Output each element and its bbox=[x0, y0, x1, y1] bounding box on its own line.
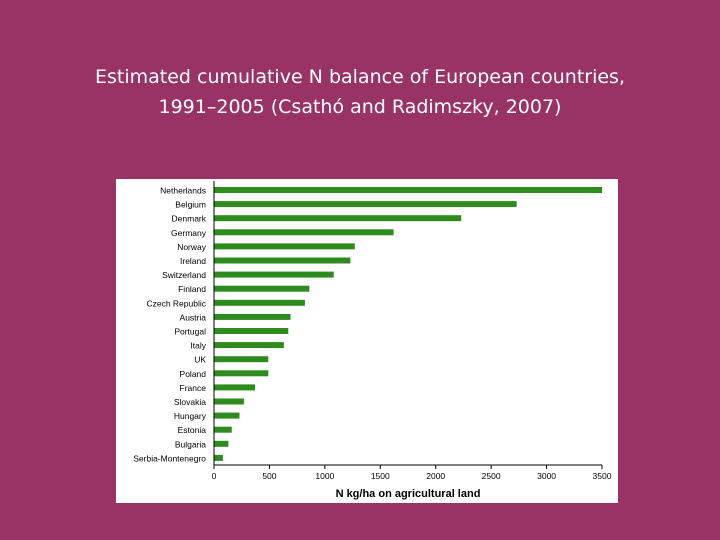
bar bbox=[214, 412, 240, 419]
category-label: Serbia-Montenegro bbox=[133, 453, 206, 463]
category-label: Czech Republic bbox=[146, 298, 206, 308]
bar bbox=[214, 342, 284, 349]
bar bbox=[214, 454, 223, 461]
category-label: Austria bbox=[180, 312, 207, 322]
bar bbox=[214, 285, 310, 292]
slide-title-line-2: 1991–2005 (Csathó and Radimszky, 2007) bbox=[158, 96, 562, 118]
x-tick-label: 0 bbox=[212, 471, 217, 481]
category-label: Slovakia bbox=[174, 397, 206, 407]
bar bbox=[214, 440, 229, 447]
category-label: Ireland bbox=[180, 256, 206, 266]
bar bbox=[214, 243, 355, 250]
bar bbox=[214, 257, 351, 264]
bar bbox=[214, 215, 462, 222]
bar bbox=[214, 313, 291, 320]
bar bbox=[214, 384, 256, 391]
category-label: Germany bbox=[171, 228, 207, 238]
category-label: Portugal bbox=[174, 327, 206, 337]
category-label: Belgium bbox=[175, 200, 206, 210]
x-tick-label: 1500 bbox=[371, 471, 390, 481]
bar bbox=[214, 201, 517, 208]
category-label: UK bbox=[194, 355, 206, 365]
category-label: Bulgaria bbox=[175, 439, 206, 449]
bar bbox=[214, 229, 394, 236]
x-tick-label: 1000 bbox=[315, 471, 334, 481]
category-label: Finland bbox=[178, 284, 206, 294]
x-tick-label: 500 bbox=[262, 471, 276, 481]
x-tick-label: 3000 bbox=[537, 471, 556, 481]
bar bbox=[214, 271, 334, 278]
bar-chart: Netherlands Belgium Denmark Germany Norway Ir… bbox=[133, 181, 612, 500]
category-label: Norway bbox=[177, 242, 207, 252]
category-label: Italy bbox=[190, 341, 206, 351]
category-label: France bbox=[180, 383, 207, 393]
category-label: Estonia bbox=[178, 425, 207, 435]
category-labels: Netherlands Belgium Denmark Germany Norway Ir… bbox=[133, 186, 207, 464]
bar bbox=[214, 370, 269, 377]
chart-panel: Netherlands Belgium Denmark Germany Norway Ir… bbox=[116, 179, 618, 503]
x-axis-label: N kg/ha on agricultural land bbox=[336, 488, 481, 500]
category-label: Switzerland bbox=[162, 270, 206, 280]
category-label: Poland bbox=[180, 369, 207, 379]
bar bbox=[214, 356, 269, 363]
x-axis: 0 500 1000 1500 2000 2500 3000 3500 bbox=[212, 181, 612, 481]
x-tick-label: 3500 bbox=[593, 471, 612, 481]
bar bbox=[214, 426, 232, 433]
x-tick-label: 2500 bbox=[482, 471, 501, 481]
category-label: Denmark bbox=[172, 214, 207, 224]
bar bbox=[214, 299, 305, 306]
bar bbox=[214, 398, 244, 405]
x-tick-label: 2000 bbox=[426, 471, 445, 481]
bars bbox=[214, 187, 602, 461]
bar bbox=[214, 187, 602, 193]
category-label: Hungary bbox=[174, 411, 207, 421]
category-label: Netherlands bbox=[160, 186, 206, 196]
bar bbox=[214, 328, 289, 334]
slide-title: Estimated cumulative N balance of Europe… bbox=[40, 62, 680, 122]
slide-title-line-1: Estimated cumulative N balance of Europe… bbox=[95, 66, 625, 88]
